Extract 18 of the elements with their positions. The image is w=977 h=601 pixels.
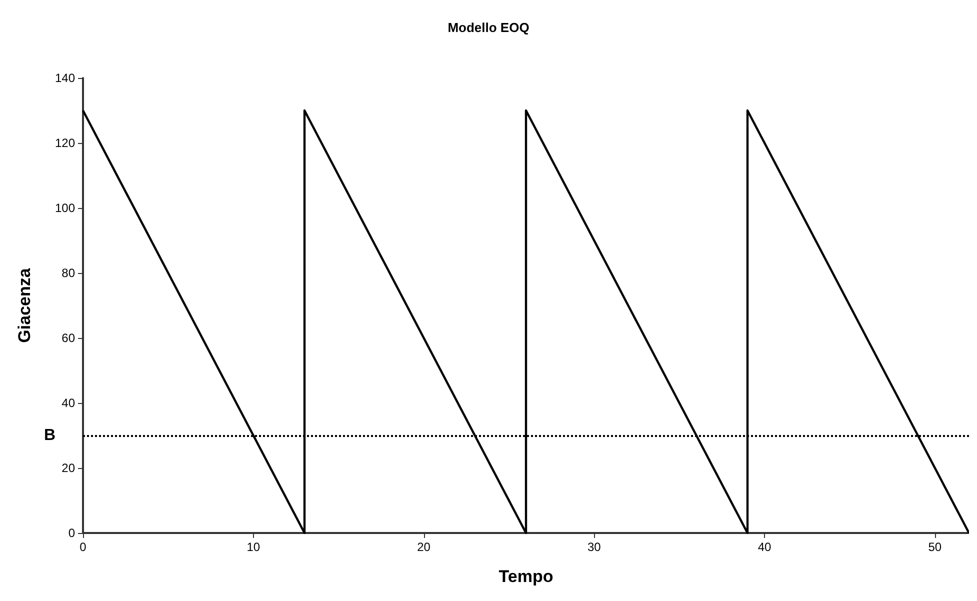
x-axis-title: Tempo xyxy=(498,567,554,586)
y-tick-label: 20 xyxy=(62,461,76,475)
y-axis-title: Giacenza xyxy=(15,268,34,343)
y-tick-label: 40 xyxy=(62,396,76,410)
y-tick-label: 80 xyxy=(62,266,76,280)
x-tick-label: 10 xyxy=(246,540,260,554)
x-tick-label: 40 xyxy=(758,540,772,554)
y-tick-label: 120 xyxy=(54,136,76,150)
ref-line-label: B xyxy=(44,427,56,444)
y-tick-label: 0 xyxy=(68,526,76,540)
y-tick-label: 140 xyxy=(54,71,76,85)
x-tick-label: 20 xyxy=(417,540,431,554)
y-tick-label: 100 xyxy=(54,201,76,215)
x-tick-label: 0 xyxy=(80,540,87,554)
x-tick-label: 50 xyxy=(928,540,942,554)
y-tick-label: 60 xyxy=(62,331,76,345)
x-tick-label: 30 xyxy=(587,540,602,554)
chart-title: Modello EOQ xyxy=(448,20,530,35)
